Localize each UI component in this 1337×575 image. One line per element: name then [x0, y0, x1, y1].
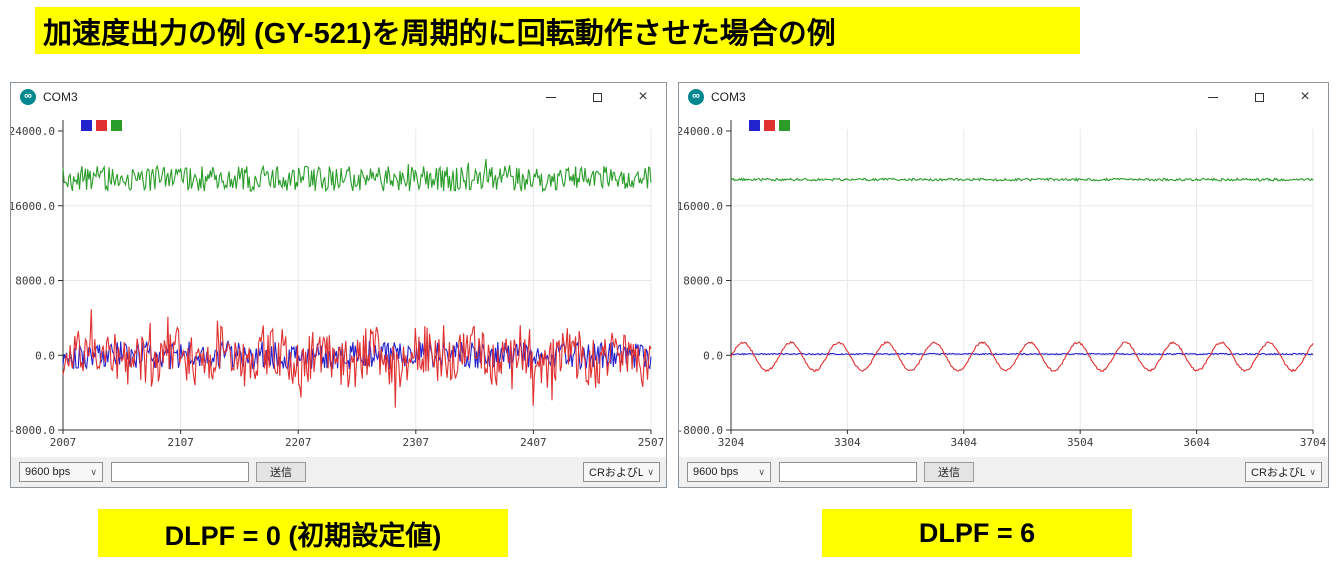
legend-swatch-blue — [81, 120, 92, 131]
caption-right-text: DLPF = 6 — [918, 517, 1036, 548]
send-input[interactable] — [111, 462, 249, 482]
arduino-icon: ∞ — [20, 89, 36, 105]
maximize-button[interactable] — [1236, 83, 1282, 111]
line-ending-value: CRおよびL... — [589, 467, 644, 479]
svg-text:-8000.0: -8000.0 — [679, 424, 723, 437]
send-button[interactable]: 送信 — [256, 462, 306, 482]
chevron-down-icon: ∨ — [758, 466, 765, 477]
svg-text:16000.0: 16000.0 — [11, 200, 55, 213]
legend-swatch-blue — [749, 120, 760, 131]
chevron-down-icon: ∨ — [90, 466, 97, 477]
window-title: COM3 — [43, 90, 78, 104]
serial-controls: 9600 bps ∨ 送信 CRおよびL... ∨ — [11, 457, 666, 487]
serial-controls: 9600 bps ∨ 送信 CRおよびL... ∨ — [679, 457, 1328, 487]
caption-right: DLPF = 6 — [822, 509, 1132, 557]
window-titlebar[interactable]: ∞ COM3 × — [11, 83, 666, 111]
svg-text:0.0: 0.0 — [703, 349, 723, 362]
svg-text:2507: 2507 — [638, 436, 665, 449]
maximize-icon — [592, 92, 602, 102]
plot-legend — [81, 120, 122, 131]
baud-rate-value: 9600 bps — [25, 466, 71, 478]
window-title: COM3 — [711, 90, 746, 104]
chevron-down-icon: ∨ — [647, 466, 654, 477]
minimize-icon — [546, 96, 556, 98]
window-titlebar[interactable]: ∞ COM3 × — [679, 83, 1328, 111]
maximize-button[interactable] — [574, 83, 620, 111]
close-icon: × — [638, 88, 648, 105]
svg-text:2407: 2407 — [520, 436, 547, 449]
svg-text:-8000.0: -8000.0 — [11, 424, 55, 437]
svg-text:3704: 3704 — [1300, 436, 1327, 449]
svg-text:2307: 2307 — [403, 436, 430, 449]
plot-area: 3204 3304 3404 3504 3604 3704 -8000.0 0.0 8000.0… — [679, 111, 1328, 457]
serial-plotter-window-left: ∞ COM3 × 2007 2107 2207 2307 2407 2507 -8000.0… — [10, 82, 667, 488]
title-banner: 加速度出力の例 (GY-521)を周期的に回転動作させた場合の例 — [35, 7, 1080, 54]
send-input[interactable] — [779, 462, 917, 482]
legend-swatch-red — [96, 120, 107, 131]
svg-text:2007: 2007 — [50, 436, 77, 449]
legend-swatch-green — [111, 120, 122, 131]
send-button[interactable]: 送信 — [924, 462, 974, 482]
svg-text:3204: 3204 — [718, 436, 745, 449]
svg-text:24000.0: 24000.0 — [11, 125, 55, 138]
arduino-icon: ∞ — [688, 89, 704, 105]
svg-text:16000.0: 16000.0 — [679, 200, 723, 213]
serial-plot-left: 2007 2107 2207 2307 2407 2507 -8000.0 0.0 8000.0… — [11, 120, 665, 449]
svg-text:3304: 3304 — [834, 436, 861, 449]
svg-text:3604: 3604 — [1183, 436, 1210, 449]
svg-text:3504: 3504 — [1067, 436, 1094, 449]
minimize-button[interactable] — [528, 83, 574, 111]
title-banner-text: 加速度出力の例 (GY-521)を周期的に回転動作させた場合の例 — [43, 17, 836, 50]
baud-rate-select[interactable]: 9600 bps ∨ — [687, 462, 771, 482]
line-ending-select[interactable]: CRおよびL... ∨ — [1245, 462, 1322, 482]
plot-legend — [749, 120, 790, 131]
svg-text:2207: 2207 — [285, 436, 312, 449]
minimize-icon — [1208, 96, 1218, 98]
legend-swatch-red — [764, 120, 775, 131]
baud-rate-select[interactable]: 9600 bps ∨ — [19, 462, 103, 482]
svg-text:8000.0: 8000.0 — [683, 275, 723, 288]
line-ending-value: CRおよびL... — [1251, 467, 1306, 479]
svg-text:0.0: 0.0 — [35, 349, 55, 362]
svg-text:24000.0: 24000.0 — [679, 125, 723, 138]
svg-text:2107: 2107 — [167, 436, 194, 449]
maximize-icon — [1254, 92, 1264, 102]
window-buttons: × — [528, 83, 666, 111]
legend-swatch-green — [779, 120, 790, 131]
serial-plotter-window-right: ∞ COM3 × 3204 3304 3404 3504 3604 3704 -8000.0… — [678, 82, 1329, 488]
chevron-down-icon: ∨ — [1309, 466, 1316, 477]
svg-text:3404: 3404 — [951, 436, 978, 449]
caption-left-text: DLPF = 0 (初期設定値) — [164, 520, 442, 551]
baud-rate-value: 9600 bps — [693, 466, 739, 478]
window-buttons: × — [1190, 83, 1328, 111]
svg-text:8000.0: 8000.0 — [15, 275, 55, 288]
close-button[interactable]: × — [620, 83, 666, 111]
caption-left: DLPF = 0 (初期設定値) — [98, 509, 508, 557]
plot-area: 2007 2107 2207 2307 2407 2507 -8000.0 0.0 8000.0… — [11, 111, 666, 457]
line-ending-select[interactable]: CRおよびL... ∨ — [583, 462, 660, 482]
close-button[interactable]: × — [1282, 83, 1328, 111]
close-icon: × — [1300, 88, 1310, 105]
serial-plot-right: 3204 3304 3404 3504 3604 3704 -8000.0 0.0 8000.0… — [679, 120, 1327, 449]
minimize-button[interactable] — [1190, 83, 1236, 111]
